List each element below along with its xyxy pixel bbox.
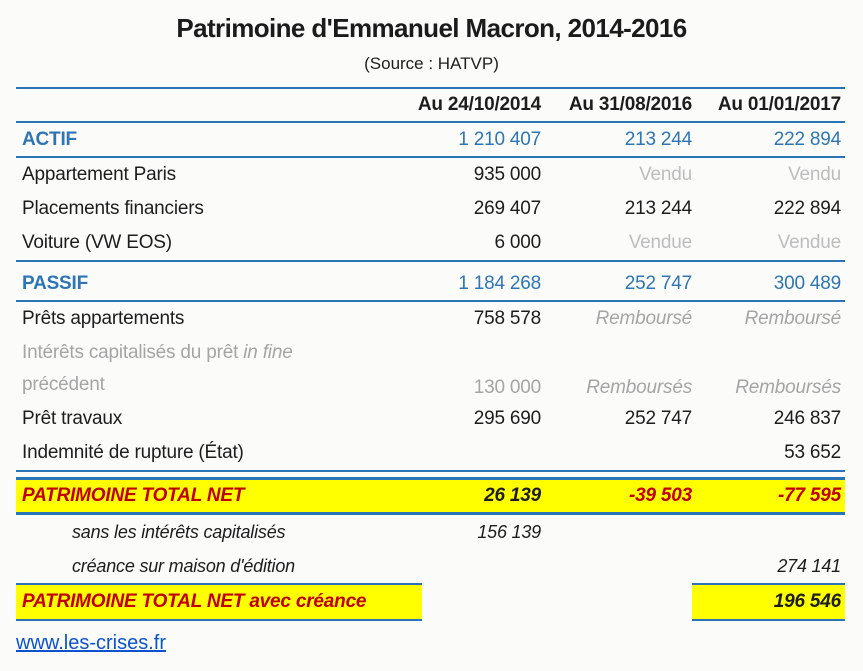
value-2017: Remboursé — [744, 308, 842, 329]
page-subtitle: (Source : HATVP) — [364, 54, 499, 73]
row-actif: ACTIF 1 210 407 213 244 222 894 — [16, 123, 845, 158]
site-link[interactable]: www.les-crises.fr — [16, 632, 167, 654]
value-2014: 6 000 — [494, 232, 541, 253]
row-creance-maison-edition: créance sur maison d'édition 274 141 — [16, 549, 845, 583]
row-label: créance sur maison d'édition — [72, 555, 295, 576]
value-2017: 222 894 — [773, 128, 841, 150]
row-patrimoine-total-net-avec-creance: PATRIMOINE TOTAL NET avec créance 196 54… — [16, 583, 845, 621]
row-label: Placements financiers — [22, 198, 204, 219]
value-2016: 252 747 — [624, 408, 692, 429]
value-2017: 53 652 — [784, 442, 841, 463]
row-spacer — [422, 583, 692, 621]
value-2017: Vendue — [777, 232, 841, 253]
value-2014: 156 139 — [477, 521, 541, 542]
value-2017: 300 489 — [773, 272, 841, 294]
row-placements-financiers: Placements financiers 269 407 213 244 22… — [16, 192, 845, 226]
row-label: PATRIMOINE TOTAL NET — [22, 485, 245, 506]
value-2014: 130 000 — [473, 377, 541, 398]
row-label-line2: précédent — [22, 374, 105, 395]
row-label: Prêts appartements — [22, 308, 185, 329]
row-sans-interets: sans les intérêts capitalisés 156 139 — [16, 515, 845, 549]
value-2016: Vendue — [628, 232, 692, 253]
row-label: PATRIMOINE TOTAL NET avec créance — [16, 583, 422, 621]
value-2014: 269 407 — [473, 198, 541, 219]
value-2016: Remboursés — [586, 377, 692, 398]
table-header-row: Au 24/10/2014 Au 31/08/2016 Au 01/01/201… — [16, 87, 845, 123]
value-2014: 26 139 — [484, 485, 541, 506]
patrimoine-table: Au 24/10/2014 Au 31/08/2016 Au 01/01/201… — [16, 87, 845, 621]
column-header-2017: Au 01/01/2017 — [717, 94, 841, 115]
row-label-italic: in fine — [243, 342, 293, 363]
value-2014: 1 184 268 — [458, 272, 541, 294]
value-2017: 196 546 — [692, 583, 845, 621]
page-title: Patrimoine d'Emmanuel Macron, 2014-2016 — [176, 13, 687, 43]
value-2014: 1 210 407 — [458, 128, 541, 150]
row-patrimoine-total-net: PATRIMOINE TOTAL NET 26 139 -39 503 -77 … — [16, 477, 845, 515]
row-voiture: Voiture (VW EOS) 6 000 Vendue Vendue — [16, 226, 845, 260]
value-2016: 252 747 — [624, 272, 692, 294]
value-2017: -77 595 — [777, 485, 841, 506]
row-label-part1: Intérêts capitalisés du prêt — [22, 342, 244, 363]
row-label: Voiture (VW EOS) — [22, 232, 172, 253]
column-header-2014: Au 24/10/2014 — [417, 94, 541, 115]
row-pret-travaux: Prêt travaux 295 690 252 747 246 837 — [16, 402, 845, 436]
row-indemnite-rupture: Indemnité de rupture (État) 53 652 — [16, 436, 845, 470]
row-label: sans les intérêts capitalisés — [72, 521, 286, 542]
value-2014: 295 690 — [473, 408, 541, 429]
row-passif: PASSIF 1 184 268 252 747 300 489 — [16, 267, 845, 302]
row-label: Appartement Paris — [22, 164, 176, 185]
value-2017: 222 894 — [773, 198, 841, 219]
section-divider — [16, 470, 845, 477]
row-label: Intérêts capitalisés du prêt in fine préc… — [16, 337, 401, 402]
value-2014: 758 578 — [473, 308, 541, 329]
value-2017: 274 141 — [777, 555, 841, 576]
column-header-2016: Au 31/08/2016 — [568, 94, 692, 115]
value-2017: Remboursés — [735, 377, 841, 398]
value-2017: 246 837 — [773, 408, 841, 429]
value-2016: Remboursé — [595, 308, 693, 329]
row-label: Prêt travaux — [22, 408, 123, 429]
value-2016: 213 244 — [624, 128, 692, 150]
row-appartement-paris: Appartement Paris 935 000 Vendu Vendu — [16, 158, 845, 192]
row-interets-capitalises: Intérêts capitalisés du prêt in fine préc… — [16, 336, 845, 402]
value-2017: Vendu — [788, 164, 841, 185]
value-2016: Vendu — [639, 164, 692, 185]
value-2014: 935 000 — [473, 164, 541, 185]
row-prets-appartements: Prêts appartements 758 578 Remboursé Rem… — [16, 302, 845, 336]
value-2016: 213 244 — [624, 198, 692, 219]
row-label: PASSIF — [22, 272, 89, 294]
row-label: Indemnité de rupture (État) — [22, 442, 244, 463]
section-divider — [16, 260, 845, 267]
value-2016: -39 503 — [628, 485, 692, 506]
row-label: ACTIF — [22, 128, 77, 150]
